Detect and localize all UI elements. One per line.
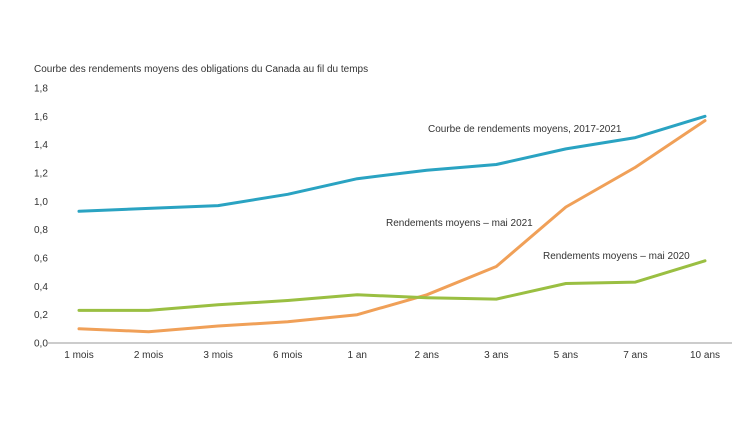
y-axis-ticks: 0,0 0,2 0,4 0,6 0,8 1,0 1,2 1,4 1,6 1,8 — [34, 84, 48, 350]
chart-title: Courbe des rendements moyens des obligat… — [34, 64, 368, 75]
y-tick-label: 0,4 — [34, 282, 48, 293]
x-tick-label: 2 mois — [134, 350, 163, 361]
x-axis-ticks: 1 mois 2 mois 3 mois 6 mois 1 an 2 ans 3 ans 5 … — [64, 350, 720, 361]
x-tick-label: 10 ans — [690, 350, 720, 361]
x-tick-label: 2 ans — [415, 350, 439, 361]
x-tick-label: 3 ans — [484, 350, 508, 361]
x-tick-label: 1 an — [347, 350, 366, 361]
y-tick-label: 1,6 — [34, 112, 48, 123]
y-tick-label: 1,4 — [34, 140, 48, 151]
y-tick-label: 1,2 — [34, 169, 48, 180]
y-tick-label: 0,8 — [34, 225, 48, 236]
series-line-mai-2021 — [77, 119, 707, 334]
y-tick-label: 0,6 — [34, 254, 48, 265]
series-line-mai-2020 — [77, 259, 707, 312]
y-tick-label: 0,2 — [34, 310, 48, 321]
x-tick-label: 1 mois — [64, 350, 93, 361]
x-tick-label: 6 mois — [273, 350, 302, 361]
series-label-mai-2021: Rendements moyens – mai 2021 — [386, 218, 533, 229]
y-tick-label: 1,8 — [34, 84, 48, 95]
x-tick-label: 7 ans — [623, 350, 647, 361]
series-label-mai-2020: Rendements moyens – mai 2020 — [543, 251, 690, 262]
x-tick-label: 3 mois — [203, 350, 232, 361]
y-tick-label: 0,0 — [34, 339, 48, 350]
series-lines — [77, 114, 707, 334]
y-tick-label: 1,0 — [34, 197, 48, 208]
x-tick-label: 5 ans — [554, 350, 578, 361]
series-label-2017-2021: Courbe de rendements moyens, 2017-2021 — [428, 124, 622, 135]
series-labels: Courbe de rendements moyens, 2017-2021 R… — [386, 124, 690, 262]
series-line-2017-2021 — [77, 114, 707, 213]
